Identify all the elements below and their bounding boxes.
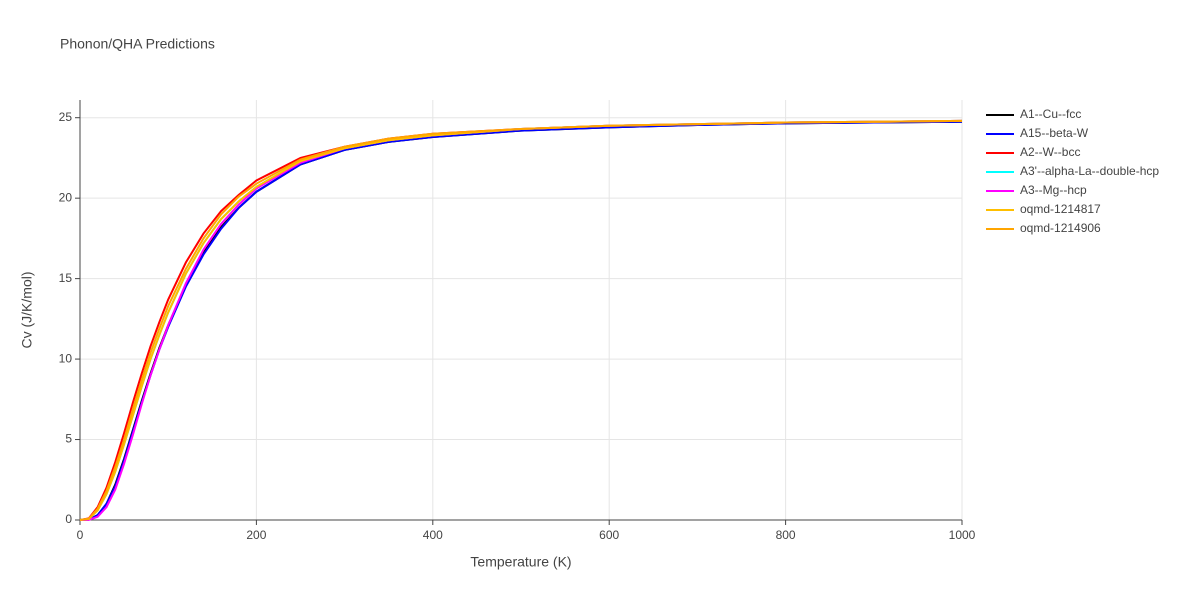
line-series xyxy=(79,119,963,521)
x-tick-label: 1000 xyxy=(949,528,976,542)
legend-label: A3--Mg--hcp xyxy=(1020,183,1087,197)
line-series xyxy=(79,119,963,521)
x-tick-label: 200 xyxy=(246,528,266,542)
y-tick-label: 20 xyxy=(59,190,73,204)
x-tick-label: 600 xyxy=(599,528,619,542)
line-series xyxy=(79,119,963,521)
legend-label: A15--beta-W xyxy=(1020,126,1089,140)
legend-label: A3'--alpha-La--double-hcp xyxy=(1020,164,1159,178)
x-tick-label: 0 xyxy=(77,528,84,542)
y-tick-label: 0 xyxy=(65,512,72,526)
x-tick-label: 800 xyxy=(776,528,796,542)
chart-title: Phonon/QHA Predictions xyxy=(60,36,215,52)
x-axis-title: Temperature (K) xyxy=(470,554,571,570)
line-series xyxy=(79,120,963,521)
y-tick-label: 15 xyxy=(59,271,73,285)
y-tick-label: 25 xyxy=(59,110,73,124)
y-tick-label: 5 xyxy=(65,432,72,446)
line-series xyxy=(79,119,963,521)
x-tick-label: 400 xyxy=(423,528,443,542)
legend-label: A2--W--bcc xyxy=(1020,145,1080,159)
line-series xyxy=(79,119,963,521)
legend-label: oqmd-1214817 xyxy=(1020,202,1101,216)
y-tick-label: 10 xyxy=(59,351,73,365)
line-series xyxy=(79,120,963,521)
legend-label: oqmd-1214906 xyxy=(1020,221,1101,235)
legend-label: A1--Cu--fcc xyxy=(1020,107,1081,121)
y-axis-title: Cv (J/K/mol) xyxy=(19,272,35,349)
